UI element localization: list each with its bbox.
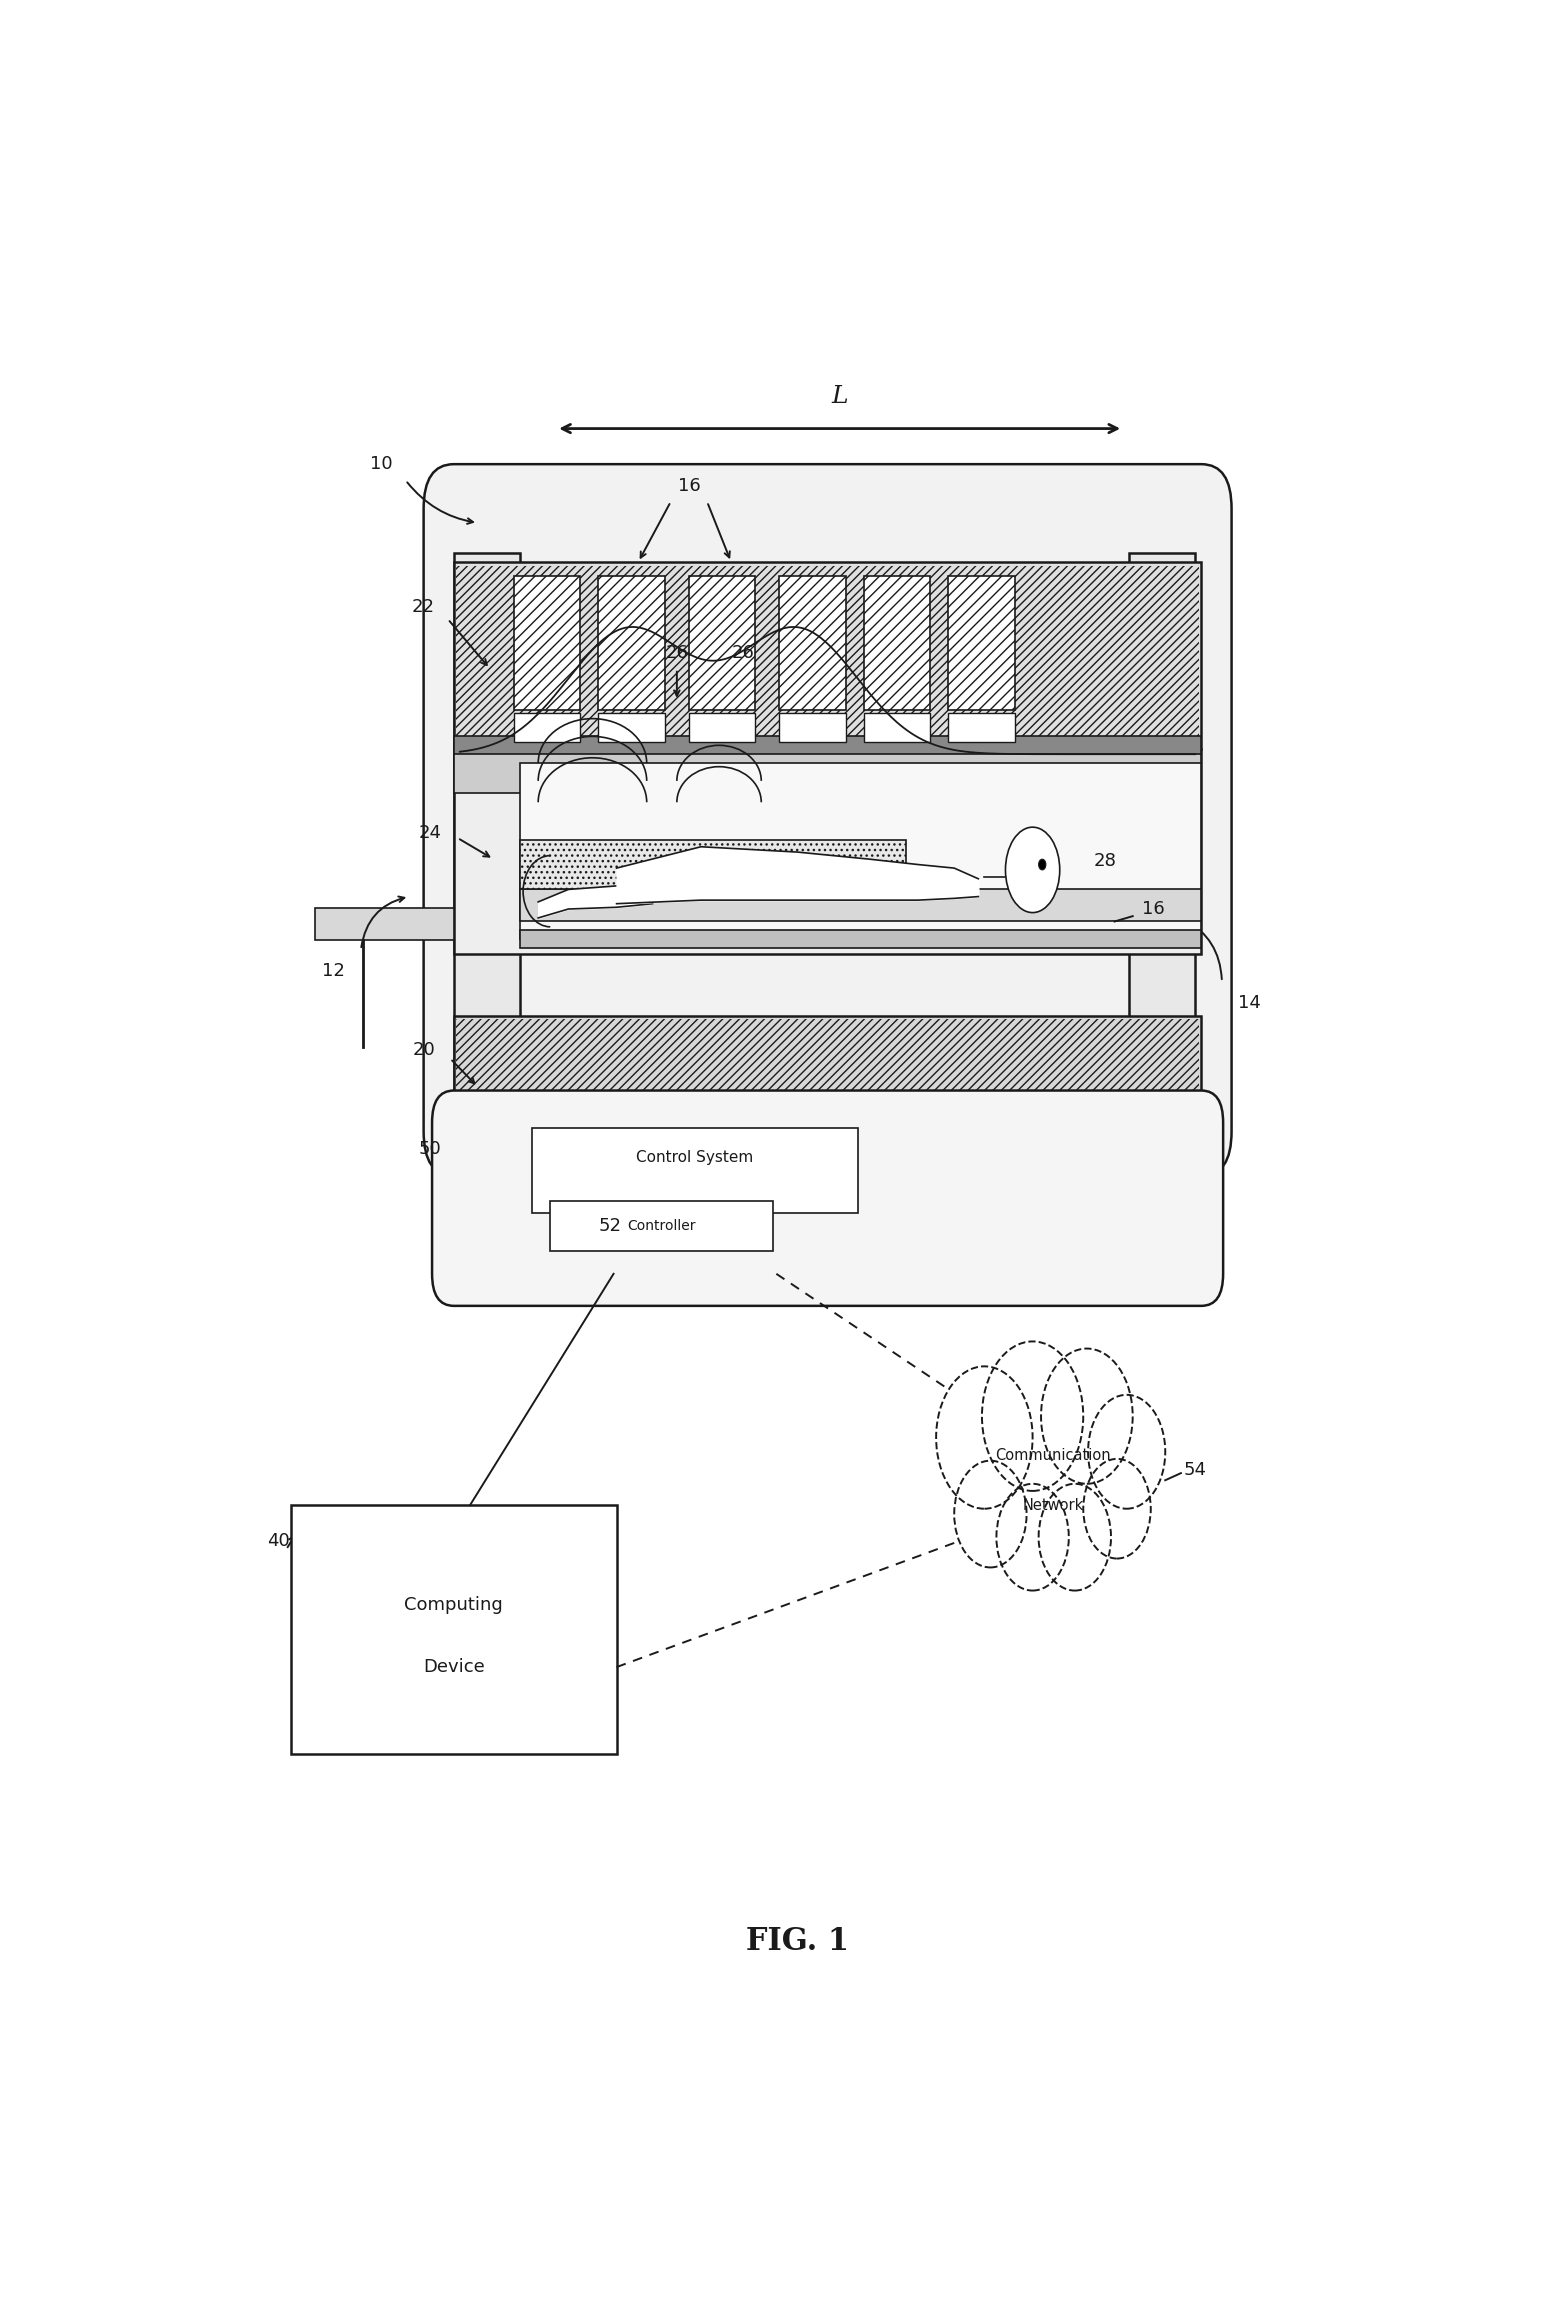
Bar (456, 1019, 1200, 1128)
Text: Computing: Computing (405, 1597, 503, 1613)
Bar (454, 753, 1201, 793)
Text: Communication: Communication (996, 1447, 1111, 1463)
Text: 28: 28 (1094, 853, 1116, 869)
Bar (780, 714, 846, 742)
Text: 52: 52 (599, 1218, 622, 1234)
Text: 14: 14 (1239, 994, 1260, 1012)
Polygon shape (937, 1343, 1165, 1590)
Bar (520, 763, 1201, 938)
FancyBboxPatch shape (433, 1091, 1223, 1306)
Ellipse shape (1005, 827, 1060, 913)
Bar (454, 737, 1201, 763)
Text: Controller: Controller (627, 1218, 696, 1232)
Text: 24: 24 (419, 823, 442, 841)
Bar (948, 575, 1015, 709)
Text: L: L (831, 386, 848, 409)
Text: 22: 22 (412, 599, 436, 615)
Bar (454, 1017, 1201, 1132)
Bar (864, 575, 930, 709)
Text: 12: 12 (322, 961, 344, 980)
Bar (780, 575, 846, 709)
Text: Control System: Control System (636, 1151, 753, 1165)
Text: 26: 26 (666, 645, 688, 661)
Bar (948, 714, 1015, 742)
Bar (689, 714, 755, 742)
Bar (551, 1202, 773, 1250)
Bar (599, 714, 664, 742)
Text: 40: 40 (268, 1532, 291, 1551)
Bar (314, 908, 454, 941)
Bar (454, 552, 520, 1132)
Bar (454, 562, 1201, 749)
Text: 20: 20 (412, 1040, 436, 1058)
Bar (520, 890, 1201, 922)
Bar (532, 1128, 857, 1213)
Text: 10: 10 (370, 455, 392, 474)
Bar (291, 1504, 616, 1754)
Text: 16: 16 (1142, 899, 1164, 917)
Text: Device: Device (423, 1657, 484, 1675)
Text: Network: Network (1022, 1498, 1083, 1514)
Bar (689, 575, 755, 709)
Bar (864, 714, 930, 742)
Text: FIG. 1: FIG. 1 (745, 1925, 850, 1957)
Ellipse shape (1038, 860, 1046, 869)
Bar (513, 575, 580, 709)
Bar (1130, 552, 1195, 1132)
Bar (520, 931, 1201, 948)
Bar (520, 839, 906, 890)
Bar (456, 566, 1200, 746)
FancyBboxPatch shape (423, 465, 1232, 1176)
Bar (599, 575, 664, 709)
Text: 26: 26 (731, 645, 755, 661)
Text: 54: 54 (1184, 1461, 1207, 1479)
Bar (454, 749, 1201, 954)
Text: 50: 50 (419, 1139, 440, 1158)
Bar (513, 714, 580, 742)
Text: 16: 16 (677, 476, 700, 495)
